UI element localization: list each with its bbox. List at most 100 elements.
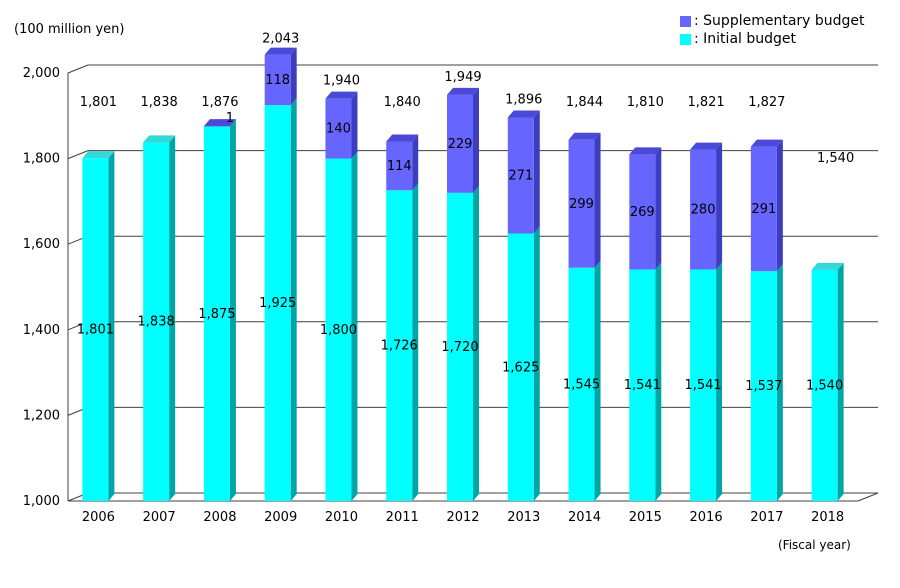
data-label-total: 1,838 [141,95,178,110]
bar-initial [690,269,717,501]
x-tick-label: 2008 [203,510,236,525]
data-label-supplementary: 271 [508,169,533,184]
bar-initial-top [811,262,844,270]
bar-initial [386,190,413,501]
data-label-initial: 1,537 [745,379,782,394]
bar-initial [750,271,777,501]
bar-supplementary-top [690,142,723,150]
x-tick-label: 2016 [690,510,723,525]
data-label-total: 1,810 [627,95,664,110]
data-label-supplementary: 269 [630,205,655,220]
data-label-total: 2,043 [262,32,299,47]
data-label-initial: 1,838 [138,315,175,330]
y-tick-label: 1,400 [23,323,60,338]
bar-supplementary-side [716,142,723,270]
bar-initial-side [290,98,297,501]
x-tick-label: 2010 [325,510,358,525]
bar-initial-top [143,135,176,143]
data-label-supplementary: 280 [691,203,716,218]
bar-initial [82,158,109,501]
bar-supplementary [264,54,291,106]
data-label-initial: 1,540 [806,378,843,393]
y-tick-label: 1,600 [23,237,60,252]
x-tick-label: 2011 [386,510,419,525]
x-tick-label: 2007 [143,510,176,525]
legend: : Supplementary budget : Initial budget [680,12,865,48]
bar-supplementary-top [447,87,479,95]
x-tick-label: 2014 [568,510,601,525]
legend-label-supplementary: : Supplementary budget [694,13,865,29]
bar-supplementary-side [229,119,236,127]
bar-supplementary-top [264,47,297,55]
data-label-supplementary: 140 [326,122,351,137]
bar-initial [264,105,291,501]
data-label-initial: 1,720 [441,340,478,355]
x-tick-label: 2013 [507,510,540,525]
legend-item-initial: : Initial budget [680,30,865,48]
data-label-supplementary: 299 [569,197,594,212]
bar-supplementary-top [629,147,662,155]
bar-supplementary-top [386,134,419,142]
bar-supplementary-side [594,132,601,268]
data-label-initial: 1,541 [684,378,721,393]
legend-item-supplementary: : Supplementary budget [680,12,865,30]
data-label-initial: 1,801 [77,323,114,338]
bar-initial-side [169,135,176,501]
data-label-supplementary: 1 [226,111,234,126]
y-tick-label: 2,000 [23,66,60,81]
bar-initial-side [594,260,601,501]
bar-initial-top [82,151,115,159]
data-label-total: 1,840 [384,95,421,110]
data-label-supplementary: 118 [265,73,290,88]
data-label-total: 1,940 [323,74,360,89]
data-label-initial: 1,726 [381,339,418,354]
data-label-total: 1,540 [817,151,854,166]
bar-supplementary-top [203,119,236,127]
bar-supplementary-side [351,91,358,159]
floor-depth-line [857,492,879,502]
grid-depth-line [67,150,89,160]
data-label-supplementary: 291 [751,202,776,217]
x-tick-label: 2009 [264,510,297,525]
bar-supplementary [447,94,473,193]
legend-swatch-supplementary [680,15,691,27]
bar-supplementary-side [533,110,540,234]
bar-initial-side [412,183,419,501]
bar-supplementary-side [412,134,419,191]
bar-initial [568,267,595,501]
bar-initial [629,269,656,501]
bar-initial-side [837,262,844,501]
x-tick-label: 2017 [750,510,783,525]
data-label-initial: 1,925 [259,296,296,311]
bar-supplementary-top [325,91,358,99]
bar-initial-side [229,119,236,501]
bar-supplementary-top [507,110,540,118]
data-label-supplementary: 229 [448,137,473,152]
x-tick-label: 2012 [446,510,479,525]
bar-supplementary [507,117,534,234]
y-tick-label: 1,800 [23,152,60,167]
x-axis-label: (Fiscal year) [778,538,851,552]
data-label-supplementary: 114 [387,159,412,174]
x-tick-label: 2015 [629,510,662,525]
data-label-total: 1,876 [201,95,238,110]
data-label-total: 1,844 [566,95,603,110]
bar-supplementary-side [655,147,662,270]
data-label-initial: 1,875 [198,307,235,322]
bar-initial-side [473,185,479,501]
bar-initial-side [776,264,783,501]
bar-initial [447,192,473,501]
data-label-initial: 1,800 [320,323,357,338]
bar-initial-side [716,262,723,501]
unit-label: (100 million yen) [14,22,125,37]
legend-label-initial: : Initial budget [694,31,796,47]
bar-supplementary [750,146,777,272]
bar-initial-side [655,262,662,501]
bar-initial-side [533,226,540,501]
bar-supplementary [629,154,656,270]
y-tick-label: 1,000 [23,494,60,509]
bar-supplementary [690,149,717,270]
data-label-initial: 1,545 [563,377,600,392]
bar-initial [325,158,352,501]
